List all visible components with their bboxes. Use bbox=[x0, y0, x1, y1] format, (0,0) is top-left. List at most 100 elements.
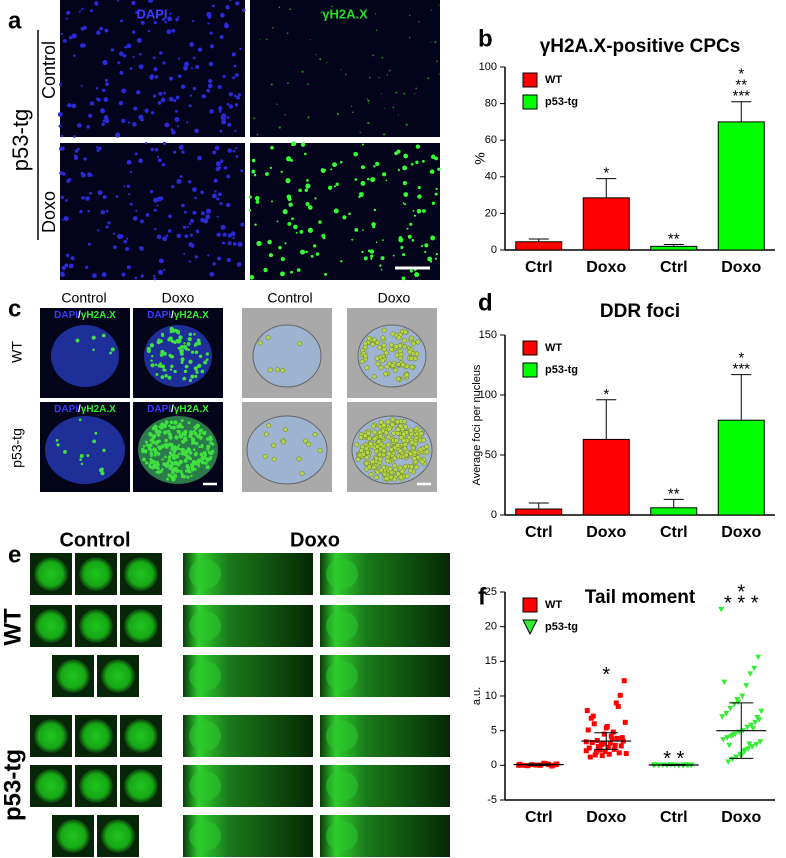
point bbox=[608, 733, 614, 739]
cell-dot bbox=[307, 116, 310, 119]
column-label: Doxo bbox=[378, 290, 411, 306]
cell-dot bbox=[127, 121, 131, 124]
cell-dot bbox=[100, 108, 106, 114]
cell-dot bbox=[138, 158, 143, 164]
cell-dot bbox=[129, 202, 133, 206]
cell-dot bbox=[220, 224, 226, 230]
row-label: p53-tg bbox=[0, 749, 26, 821]
focus bbox=[381, 327, 387, 333]
cell-dot bbox=[97, 229, 100, 232]
focus bbox=[194, 467, 197, 471]
focus bbox=[194, 442, 198, 445]
cell-dot bbox=[138, 64, 144, 70]
cell-dot bbox=[424, 250, 427, 254]
focus bbox=[159, 469, 163, 474]
cell-dot bbox=[271, 200, 273, 203]
focus bbox=[200, 443, 204, 447]
cell-dot bbox=[148, 0, 153, 3]
focus bbox=[282, 427, 288, 433]
y-tick-label: 50 bbox=[485, 449, 497, 461]
focus bbox=[206, 444, 211, 449]
focus bbox=[188, 378, 192, 383]
comet-head bbox=[189, 559, 221, 589]
cell-dot bbox=[333, 185, 337, 188]
cell-dot bbox=[173, 150, 177, 154]
cell-dot bbox=[265, 172, 269, 176]
focus bbox=[190, 350, 195, 354]
cell-dot bbox=[104, 78, 109, 82]
focus bbox=[188, 433, 193, 439]
focus bbox=[267, 367, 273, 373]
cell-dot bbox=[268, 253, 273, 258]
cell-dot bbox=[319, 58, 322, 61]
cell-dot bbox=[424, 243, 429, 248]
point bbox=[719, 714, 726, 720]
cell-dot bbox=[380, 92, 383, 94]
focus bbox=[412, 449, 418, 455]
focus bbox=[404, 473, 410, 479]
focus bbox=[364, 460, 370, 466]
comet-head bbox=[124, 609, 158, 643]
point bbox=[554, 761, 560, 767]
y-tick-label: 0 bbox=[491, 509, 497, 521]
cell-dot bbox=[80, 26, 85, 31]
cell-dot bbox=[234, 73, 239, 77]
focus bbox=[175, 338, 180, 343]
cell-dot bbox=[335, 182, 339, 186]
cell-dot bbox=[348, 212, 351, 216]
point bbox=[606, 751, 612, 757]
group-label: p53-tg bbox=[8, 109, 33, 171]
cell-dot bbox=[154, 147, 159, 152]
cell-dot bbox=[435, 187, 438, 190]
focus bbox=[154, 363, 158, 366]
focus bbox=[205, 358, 209, 362]
cell-dot bbox=[177, 57, 180, 60]
stain-part: DAPI bbox=[147, 404, 171, 415]
focus bbox=[196, 462, 200, 466]
row-label: p53-tg bbox=[9, 428, 25, 468]
cell-dot bbox=[65, 17, 68, 20]
focus bbox=[204, 461, 208, 465]
cell-dot bbox=[239, 47, 242, 51]
focus bbox=[179, 348, 183, 352]
column-label: Control bbox=[59, 529, 130, 551]
cell-dot bbox=[417, 185, 421, 190]
cell-dot bbox=[207, 254, 210, 257]
cell-dot bbox=[361, 143, 364, 146]
focus bbox=[386, 426, 392, 432]
focus bbox=[110, 347, 115, 352]
cell-dot bbox=[174, 117, 180, 122]
cell-dot bbox=[286, 32, 289, 34]
cell-dot bbox=[153, 67, 158, 72]
cell-dot bbox=[413, 214, 417, 217]
focus bbox=[376, 439, 382, 445]
cell-dot bbox=[278, 6, 281, 9]
point bbox=[749, 744, 756, 750]
significance: * bbox=[602, 664, 610, 686]
focus bbox=[180, 472, 184, 476]
cell-dot bbox=[123, 239, 128, 244]
cell-dot bbox=[66, 253, 70, 258]
x-tick-label: Doxo bbox=[586, 809, 626, 826]
cell-dot bbox=[91, 273, 97, 279]
focus bbox=[102, 448, 106, 453]
cell-dot bbox=[222, 74, 226, 79]
significance: * * * bbox=[724, 593, 759, 615]
comet-head bbox=[326, 771, 358, 801]
cell-dot bbox=[81, 173, 86, 178]
cell-dot bbox=[71, 103, 77, 109]
cell-dot bbox=[126, 237, 129, 240]
cell-dot bbox=[103, 97, 109, 103]
cell-dot bbox=[375, 29, 378, 32]
focus bbox=[188, 450, 193, 455]
focus bbox=[203, 431, 207, 435]
cell-dot bbox=[256, 240, 262, 247]
cell-dot bbox=[121, 272, 126, 277]
cell-dot bbox=[207, 78, 213, 84]
focus bbox=[79, 458, 82, 461]
focus bbox=[312, 432, 318, 437]
cell-dot bbox=[87, 242, 91, 246]
cell-dot bbox=[194, 196, 197, 200]
focus bbox=[179, 351, 184, 356]
cell-dot bbox=[234, 147, 238, 150]
